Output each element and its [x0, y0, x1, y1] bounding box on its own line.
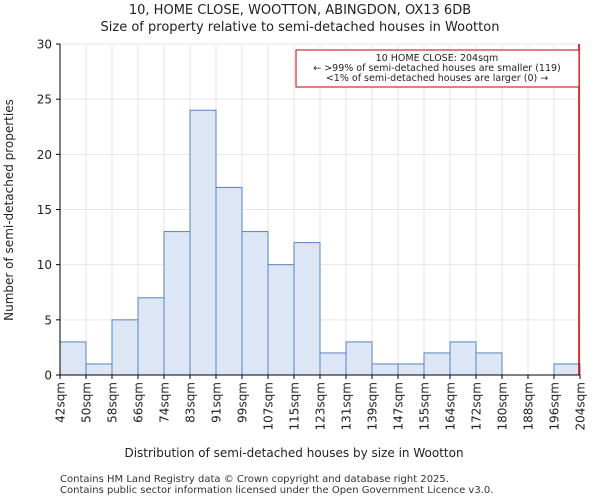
x-tick-label: 42sqm [54, 382, 68, 423]
histogram-bar [293, 242, 321, 376]
chart-title-line2: Size of property relative to semi-detach… [100, 20, 500, 35]
histogram-bar [215, 186, 243, 376]
x-tick-label: 91sqm [210, 382, 224, 423]
histogram-bar [423, 352, 451, 376]
histogram-bar [267, 264, 295, 376]
y-axis-label: Number of semi-detached properties [2, 99, 16, 321]
x-tick-label: 123sqm [314, 382, 328, 430]
y-tick-label: 30 [37, 38, 52, 52]
x-tick-label: 139sqm [366, 382, 380, 430]
histogram-bar [241, 231, 269, 376]
annotation-line3: <1% of semi-detached houses are larger (… [326, 73, 548, 84]
histogram-bar [345, 341, 373, 376]
histogram-bar [475, 352, 503, 376]
x-tick-label: 172sqm [470, 382, 484, 430]
y-tick-label: 0 [44, 369, 52, 383]
x-tick-label: 115sqm [288, 382, 302, 430]
x-tick-label: 147sqm [392, 382, 406, 430]
histogram-bar [371, 363, 399, 376]
chart-title-line1: 10, HOME CLOSE, WOOTTON, ABINGDON, OX13 … [128, 3, 472, 18]
x-tick-label: 180sqm [496, 382, 510, 430]
footer-licence: Contains public sector information licen… [60, 485, 494, 496]
y-tick-label: 25 [37, 93, 52, 107]
y-tick-label: 5 [44, 313, 52, 327]
footer-copyright: Contains HM Land Registry data © Crown c… [60, 474, 449, 485]
histogram-bar [59, 341, 87, 376]
x-tick-label: 99sqm [236, 382, 250, 423]
x-tick-label: 66sqm [132, 382, 146, 423]
x-tick-label: 155sqm [418, 382, 432, 430]
histogram-bar [137, 297, 165, 376]
bars-layer [59, 109, 581, 376]
x-tick-label: 58sqm [106, 382, 120, 423]
x-tick-label: 204sqm [574, 382, 588, 430]
annotation-line1: 10 HOME CLOSE: 204sqm [376, 53, 499, 64]
histogram-bar [163, 231, 191, 376]
grid-layer [59, 43, 581, 375]
annotation-line2: ← >99% of semi-detached houses are small… [313, 63, 561, 74]
histogram-bar [111, 319, 139, 376]
x-tick-label: 188sqm [522, 382, 536, 430]
histogram-bar [553, 363, 581, 376]
x-tick-label: 50sqm [80, 382, 94, 423]
histogram-bar [449, 341, 477, 376]
histogram-bar [397, 363, 425, 376]
y-tick-label: 15 [37, 203, 52, 217]
x-tick-label: 74sqm [158, 382, 172, 423]
x-tick-label: 83sqm [184, 382, 198, 423]
histogram-bar [85, 363, 113, 376]
histogram-bar [319, 352, 347, 376]
y-tick-label: 20 [37, 148, 52, 162]
x-axis-label: Distribution of semi-detached houses by … [124, 446, 463, 460]
x-tick-label: 131sqm [340, 382, 354, 430]
y-tick-label: 10 [37, 258, 52, 272]
histogram-bar [189, 109, 217, 376]
x-tick-label: 107sqm [262, 382, 276, 430]
x-tick-label: 164sqm [444, 382, 458, 430]
annotation-box: 10 HOME CLOSE: 204sqm ← >99% of semi-det… [295, 49, 580, 88]
x-tick-label: 196sqm [548, 382, 562, 430]
annotation-box-border [295, 49, 580, 88]
ticks-layer: 0 5 10 15 20 25 30 42sqm 50sqm 58sqm 66sqm 74sqm 83s… [37, 38, 588, 431]
